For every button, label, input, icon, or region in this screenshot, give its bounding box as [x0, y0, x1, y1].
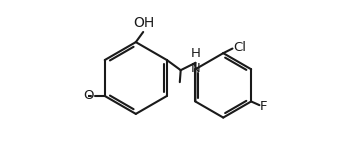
Text: O: O	[84, 89, 94, 102]
Text: Cl: Cl	[233, 41, 246, 54]
Text: OH: OH	[133, 16, 154, 30]
Text: F: F	[260, 100, 268, 113]
Text: N: N	[190, 62, 200, 75]
Text: H: H	[190, 46, 201, 59]
